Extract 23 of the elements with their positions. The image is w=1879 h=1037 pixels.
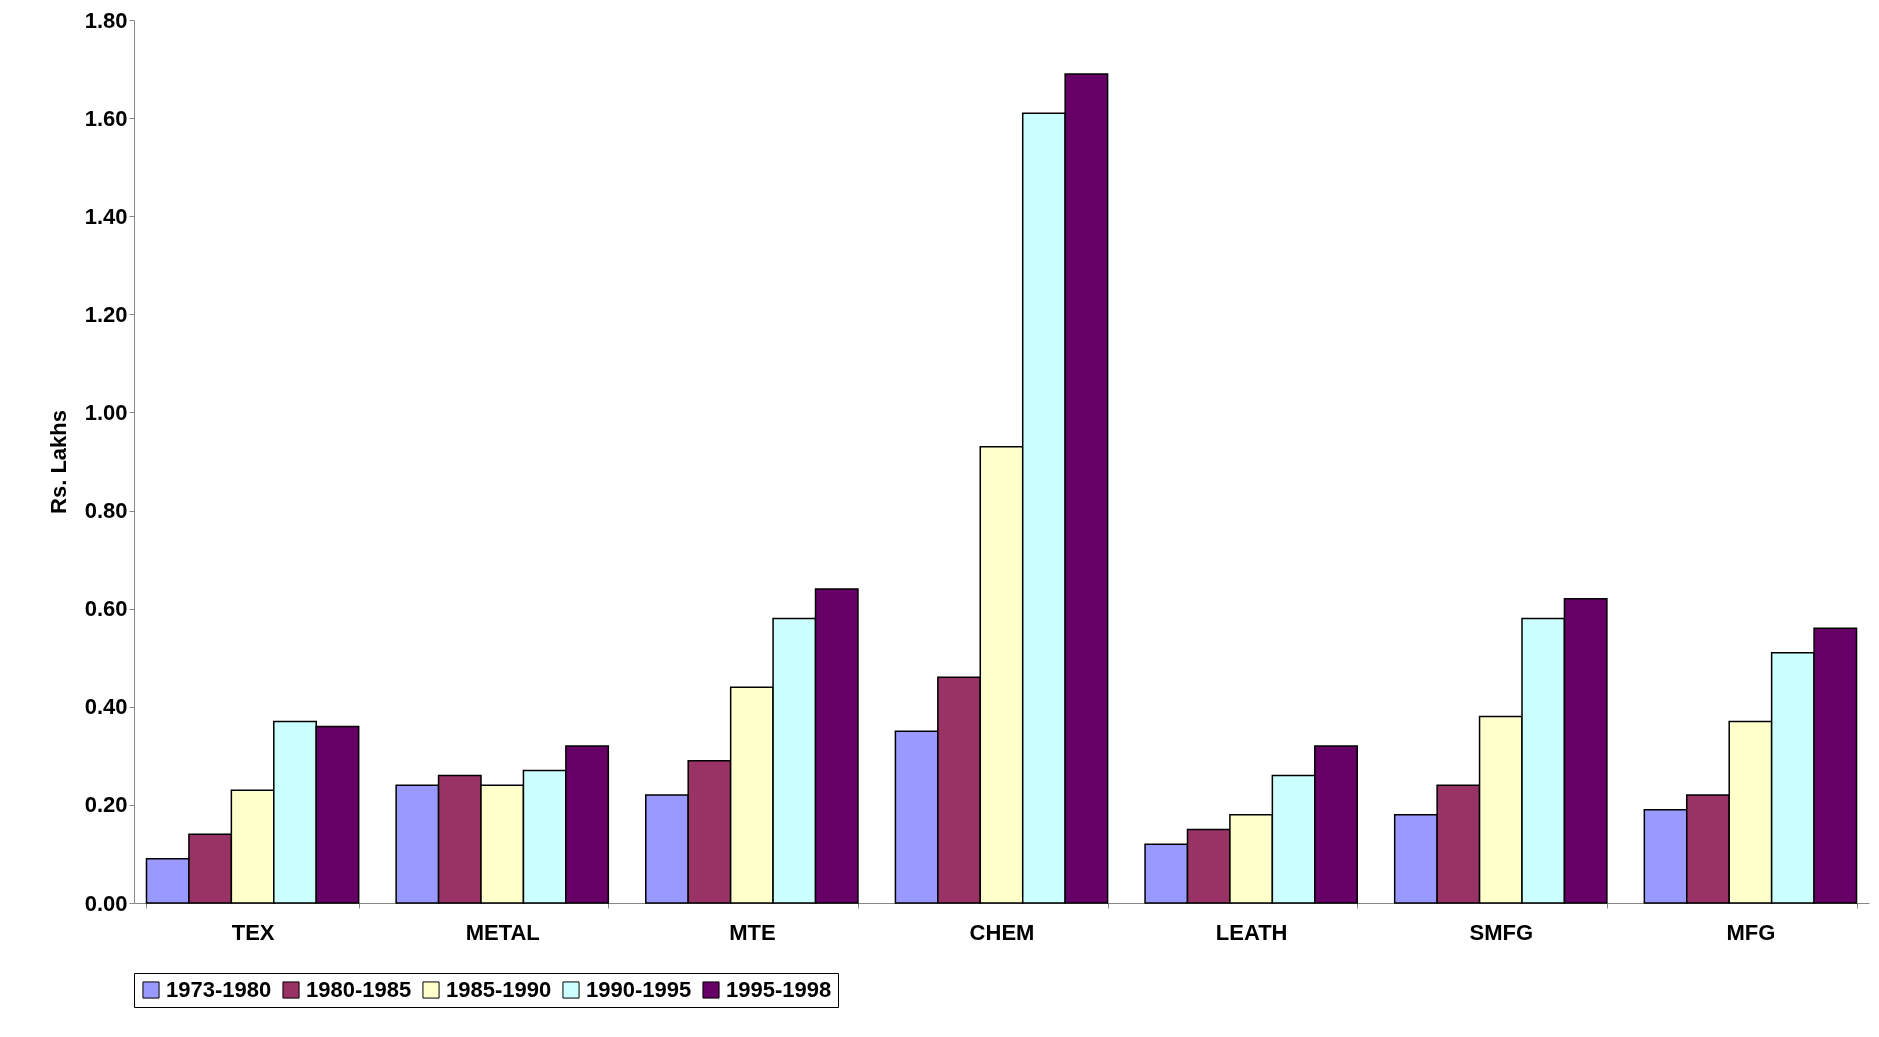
x-tick-label: MTE <box>729 919 776 945</box>
legend-label: 1990-1995 <box>586 977 692 1002</box>
y-tick-label: 0.60 <box>84 596 128 622</box>
y-tick-label: 0.00 <box>84 890 128 916</box>
y-tick-label: 1.80 <box>84 7 128 33</box>
x-tick-label: METAL <box>465 919 540 945</box>
y-tick-label: 1.00 <box>84 399 128 425</box>
x-tick-label: MFG <box>1726 919 1776 945</box>
y-tick-label: 1.40 <box>84 203 128 229</box>
y-axis-title: Rs. Lakhs <box>45 410 71 514</box>
legend-label: 1980-1985 <box>306 977 412 1002</box>
legend-label: 1985-1990 <box>446 977 552 1002</box>
y-tick-label: 0.40 <box>84 694 128 720</box>
legend-label: 1995-1998 <box>726 977 832 1002</box>
legend-label: 1973-1980 <box>166 977 272 1002</box>
y-tick-label: 0.20 <box>84 792 128 818</box>
y-tick-label: 1.20 <box>84 301 128 327</box>
x-tick-label: SMFG <box>1469 919 1534 945</box>
x-tick-label: CHEM <box>969 919 1035 945</box>
x-tick-label: LEATH <box>1215 919 1288 945</box>
x-tick-label: TEX <box>231 919 275 945</box>
y-tick-label: 1.60 <box>84 105 128 131</box>
y-tick-label: 0.80 <box>84 498 128 524</box>
